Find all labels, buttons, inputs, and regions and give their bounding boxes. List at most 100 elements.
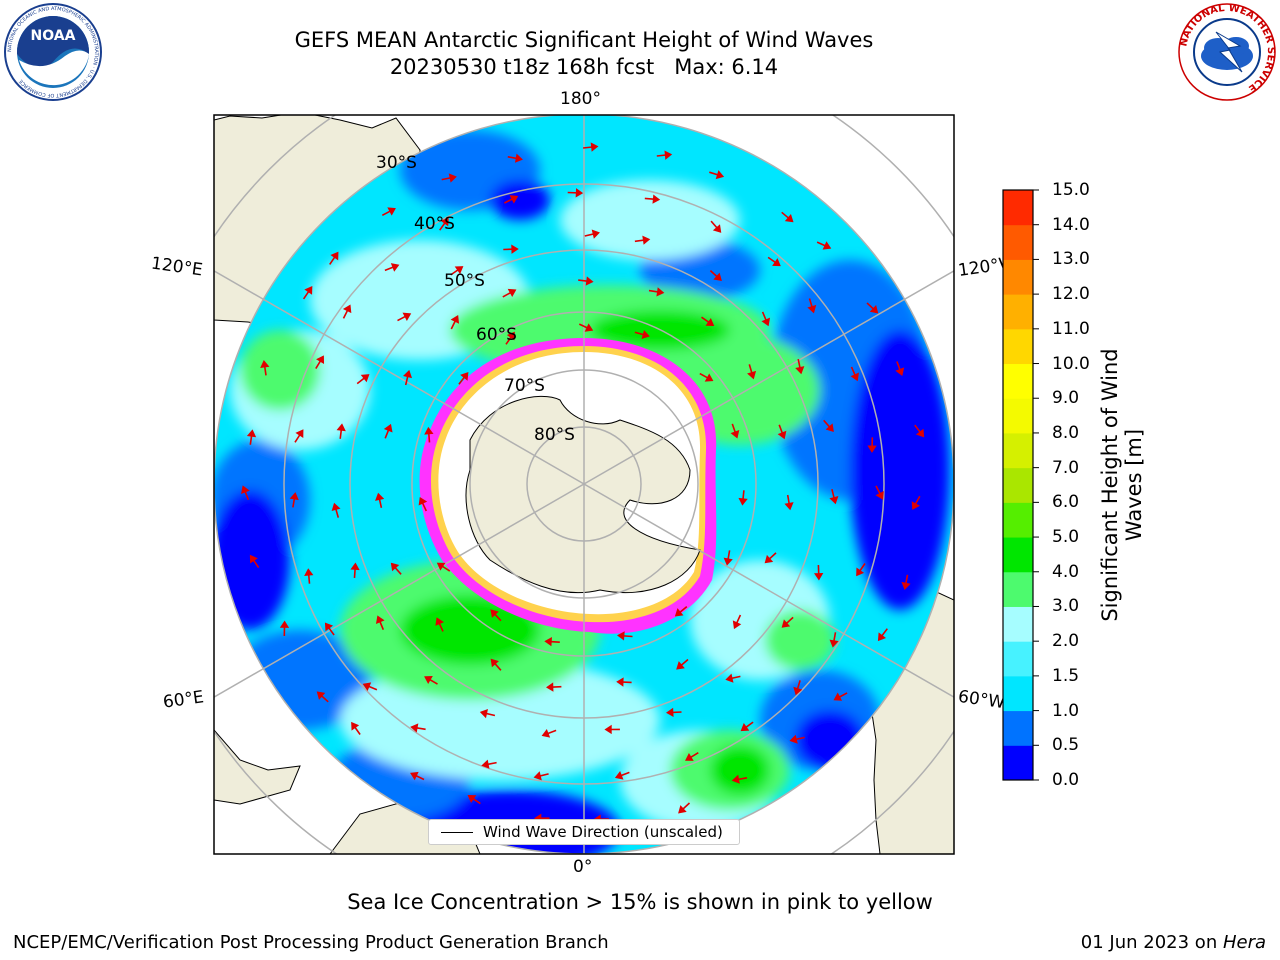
colorbar-swatch — [1003, 502, 1033, 538]
colorbar-swatch — [1003, 606, 1033, 642]
colorbar-swatch — [1003, 641, 1033, 677]
wave-direction-arrowhead — [316, 355, 325, 365]
colorbar-swatch — [1003, 328, 1033, 365]
wave-direction-arrowhead — [436, 562, 446, 571]
wave-direction-arrowhead — [712, 224, 722, 233]
colorbar-tick-label: 6.0 — [1052, 492, 1080, 513]
wave-direction-arrowhead — [448, 173, 457, 183]
colorbar-tick-label: 11.0 — [1052, 318, 1090, 339]
wave-direction-arrowhead — [822, 241, 832, 250]
wave-direction-arrowhead — [641, 329, 650, 340]
noaa-logo-icon: NOAA NATIONAL OCEANIC AND ATMOSPHERIC AD… — [4, 3, 102, 101]
wave-direction-arrowhead — [533, 771, 542, 781]
wave-direction-arrowhead — [541, 728, 551, 738]
wave-direction-arrowhead — [514, 153, 523, 163]
wave-direction-arrowhead — [590, 142, 599, 152]
wave-direction-arrowhead — [875, 491, 884, 500]
wave-direction-arrowhead — [295, 429, 304, 438]
wave-direction-arrowhead — [604, 724, 612, 735]
wave-direction-arrowhead — [410, 723, 419, 733]
wave-direction-arrowhead — [506, 331, 515, 341]
wave-direction-arrowhead — [656, 287, 665, 297]
colorbar-swatch — [1003, 710, 1033, 746]
wave-direction-arrowhead — [784, 502, 794, 511]
colorbar-swatch — [1003, 467, 1033, 503]
wave-direction-arrowhead — [795, 366, 805, 375]
wave-direction-arrowhead — [772, 258, 781, 267]
wave-direction-arrowhead — [410, 771, 419, 781]
colorbar-swatch — [1003, 259, 1033, 295]
lat-label-50s: 50°S — [444, 271, 485, 291]
wave-direction-arrowhead — [350, 562, 360, 571]
lat-label-60s: 60°S — [476, 325, 517, 345]
colorbar-tick-label: 5.0 — [1052, 527, 1080, 548]
wave-direction-arrowhead — [725, 673, 734, 683]
wave-direction-arrowhead — [617, 631, 625, 641]
wave-direction-arrowhead — [781, 619, 791, 628]
wave-direction-arrowhead — [509, 195, 519, 204]
colorbar-tick-label: 3.0 — [1052, 596, 1080, 617]
noaa-logo-text: NOAA — [31, 28, 76, 44]
colorbar-tick-label: 0.0 — [1052, 770, 1080, 790]
wave-direction-arrowhead — [249, 554, 258, 564]
footer-date-text: 01 Jun 2023 on — [1080, 932, 1223, 953]
colorbar-tick-label: 8.0 — [1052, 422, 1080, 443]
wave-direction-arrowhead — [507, 288, 517, 298]
wave-direction-arrowhead — [424, 676, 433, 685]
colorbar-tick-label: 7.0 — [1052, 457, 1080, 478]
colorbar-swatch — [1003, 398, 1033, 434]
wave-direction-arrowhead — [316, 691, 326, 700]
wave-direction-arrowhead — [402, 312, 412, 321]
colorbar-tick-label: 1.0 — [1052, 700, 1080, 721]
colorbar-swatch — [1003, 294, 1033, 330]
wave-direction-arrowhead — [877, 632, 887, 642]
wave-direction-arrowhead — [490, 658, 499, 668]
wave-direction-arrowhead — [674, 608, 684, 617]
wave-direction-arrowhead — [867, 445, 877, 453]
wave-direction-arrowhead — [351, 721, 360, 731]
wave-direction-arrowhead — [454, 266, 464, 275]
wave-direction-arrowhead — [747, 370, 757, 380]
wave-direction-arrowhead — [375, 492, 385, 501]
wave-direction-arrowhead — [911, 501, 920, 510]
wave-direction-arrowhead — [544, 637, 552, 647]
sea-ice-caption: Sea Ice Concentration > 15% is shown in … — [347, 890, 933, 914]
wave-direction-arrowhead — [304, 568, 314, 577]
wave-direction-arrowhead — [901, 581, 911, 590]
wave-direction-arrowhead — [705, 318, 715, 327]
colorbar-tick-label: 1.5 — [1052, 665, 1080, 686]
wave-direction-arrowhead — [331, 502, 341, 512]
wave-direction-arrowhead — [616, 677, 624, 687]
wave-direction-arrowhead — [585, 276, 594, 286]
wave-direction-arrowhead — [546, 682, 554, 692]
wave-direction-arrowhead — [479, 709, 488, 719]
colorbar-swatch — [1003, 432, 1033, 469]
footer-credit: NCEP/EMC/Verification Post Processing Pr… — [13, 932, 609, 953]
wave-direction-arrowhead — [584, 323, 594, 332]
lat-label-30s: 30°S — [376, 153, 417, 173]
wave-direction-arrowhead — [511, 244, 519, 254]
wave-direction-arrowhead — [481, 759, 490, 769]
colorbar-swatch — [1003, 363, 1033, 399]
wave-direction-arrowhead — [829, 495, 839, 505]
wave-direction-arrowhead — [390, 263, 400, 272]
wave-direction-arrowhead — [440, 217, 449, 227]
colorbar-tick-label: 2.0 — [1052, 631, 1080, 652]
colorbar-swatch — [1003, 537, 1033, 573]
wave-direction-arrowhead — [279, 620, 290, 628]
wave-direction-arrowhead — [375, 615, 385, 625]
colorbar-tick-label: 14.0 — [1052, 214, 1090, 235]
wave-direction-arrowhead — [304, 286, 313, 295]
wave-direction-arrowhead — [260, 360, 270, 368]
wave-direction-arrowhead — [330, 251, 339, 261]
wave-direction-arrowhead — [390, 562, 400, 572]
colorbar-swatch — [1003, 571, 1033, 607]
land-africa — [214, 729, 301, 805]
wave-direction-arrowhead — [825, 423, 834, 432]
wave-direction-arrowhead — [450, 315, 460, 324]
colorbar-tick-label: 0.5 — [1052, 735, 1080, 756]
map-legend: Wind Wave Direction (unscaled) — [428, 819, 740, 845]
wave-direction-arrowhead — [642, 235, 651, 245]
wave-direction-arrowhead — [704, 373, 714, 382]
